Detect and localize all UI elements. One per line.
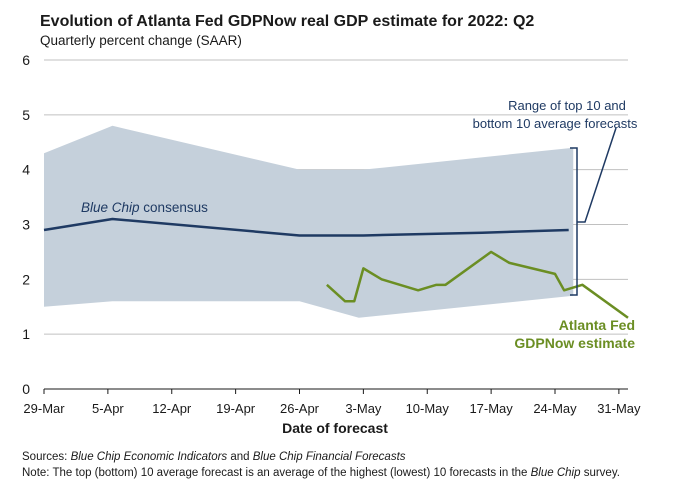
x-tick-label-10-May: 10-May [406, 401, 450, 416]
sources-and: and [227, 451, 253, 463]
y-tick-label-5: 5 [22, 107, 30, 123]
axes: 0 1 2 3 4 5 6 29-Mar 5-Apr 12-Apr 19-Apr 26-Apr 3-Ma… [22, 52, 641, 416]
consensus-label-rest: consensus [140, 200, 209, 215]
x-tick-label-5-Apr: 5-Apr [92, 401, 124, 416]
note-italic: Blue Chip [530, 467, 581, 479]
consensus-label: Blue Chip consensus [81, 200, 208, 215]
note-label: Note: [22, 467, 50, 479]
gdpnow-estimate-line [326, 250, 629, 319]
x-tick-label-17-May: 17-May [469, 401, 513, 416]
x-axis-title: Date of forecast [282, 420, 388, 436]
y-tick-label-2: 2 [22, 271, 30, 287]
chart-subtitle: Quarterly percent change (SAAR) [40, 33, 242, 48]
chart-title: Evolution of Atlanta Fed GDPNow real GDP… [40, 13, 534, 30]
annotations: Range of top 10 and bottom 10 average fo… [81, 98, 638, 351]
x-tick-label-19-Apr: 19-Apr [216, 401, 256, 416]
y-tick-label-0: 0 [22, 381, 30, 397]
sources-line: Sources: Blue Chip Economic Indicators a… [22, 449, 672, 465]
blue-chip-consensus-line [43, 217, 569, 237]
forecast-range-band-layer [44, 125, 574, 318]
note-text-1: The top (bottom) 10 average forecast is … [49, 467, 531, 479]
x-tick-label-3-May: 3-May [345, 401, 382, 416]
note-text-2: survey. [580, 467, 620, 479]
y-tick-label-1: 1 [22, 326, 30, 342]
source-2: Blue Chip Financial Forecasts [252, 451, 406, 463]
forecast-range-band [44, 125, 574, 318]
x-tick-label-24-May: 24-May [533, 401, 577, 416]
chart-notes: Sources: Blue Chip Economic Indicators a… [22, 449, 672, 481]
band-annotation-line2: bottom 10 average forecasts [473, 116, 638, 131]
band-leader-line [577, 127, 617, 223]
source-1: Blue Chip Economic Indicators [70, 451, 228, 463]
consensus-label-italic: Blue Chip [81, 200, 140, 215]
band-annotation-line1: Range of top 10 and [508, 98, 626, 113]
x-tick-label-12-Apr: 12-Apr [152, 401, 192, 416]
gdpnow-label-line1: Atlanta Fed [559, 317, 635, 333]
x-tick-label-31-May: 31-May [597, 401, 641, 416]
gdpnow-label-line2: GDPNow estimate [514, 335, 635, 351]
note-line: Note: The top (bottom) 10 average foreca… [22, 465, 672, 481]
y-tick-label-6: 6 [22, 52, 30, 68]
x-tick-label-26-Apr: 26-Apr [280, 401, 320, 416]
sources-label: Sources: [22, 451, 71, 463]
y-tick-label-3: 3 [22, 217, 30, 233]
x-tick-label-29-Mar: 29-Mar [23, 401, 65, 416]
series-layer [43, 217, 629, 319]
y-tick-label-4: 4 [22, 162, 30, 178]
